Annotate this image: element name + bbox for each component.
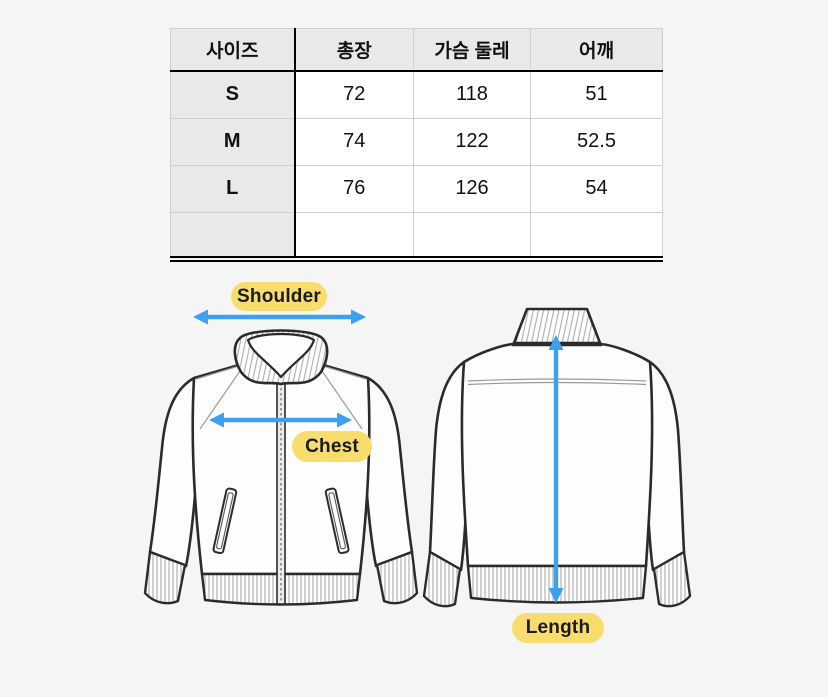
cell-size-l: L xyxy=(170,164,296,213)
jacket-diagram-svg xyxy=(143,307,692,608)
cell-l-length: 76 xyxy=(294,164,414,213)
jacket-back-drawing xyxy=(422,307,692,608)
shoulder-measure-label: Shoulder xyxy=(231,282,327,311)
cell-empty-2 xyxy=(413,211,531,260)
cell-size-s: S xyxy=(170,70,296,119)
cell-m-length: 74 xyxy=(294,117,414,166)
table-row-l: L 76 126 54 xyxy=(170,164,663,213)
cell-l-shoulder: 54 xyxy=(530,164,663,213)
cell-size-m: M xyxy=(170,117,296,166)
table-row-s: S 72 118 51 xyxy=(170,70,663,119)
front-right-pocket xyxy=(324,487,350,555)
cell-empty-3 xyxy=(530,211,663,260)
shoulder-label-text: Shoulder xyxy=(237,285,321,307)
shoulder-arrow xyxy=(193,309,366,325)
front-zipper xyxy=(276,355,286,605)
chest-label-text: Chest xyxy=(305,435,359,457)
size-table-header-row: 사이즈 총장 가슴 둘레 어깨 xyxy=(170,28,663,72)
chest-arrow xyxy=(209,412,352,428)
jacket-front-drawing xyxy=(143,329,419,606)
cell-s-shoulder: 51 xyxy=(530,70,663,119)
cell-m-chest: 122 xyxy=(413,117,531,166)
cell-empty-size xyxy=(170,211,296,260)
chest-measure-label: Chest xyxy=(292,431,372,462)
length-measure-label: Length xyxy=(512,613,604,643)
header-total-length: 총장 xyxy=(294,28,414,72)
header-shoulder: 어깨 xyxy=(530,28,663,72)
cell-l-chest: 126 xyxy=(413,164,531,213)
measurement-diagram: Shoulder Chest Length xyxy=(0,270,828,697)
header-size: 사이즈 xyxy=(170,28,296,72)
length-label-text: Length xyxy=(525,617,591,638)
table-row-m: M 74 122 52.5 xyxy=(170,117,663,166)
front-collar xyxy=(233,329,329,386)
cell-s-length: 72 xyxy=(294,70,414,119)
header-chest-circumference: 가슴 둘레 xyxy=(413,28,531,72)
cell-s-chest: 118 xyxy=(413,70,531,119)
length-arrow xyxy=(548,335,564,603)
cell-m-shoulder: 52.5 xyxy=(530,117,663,166)
cell-empty-1 xyxy=(294,211,414,260)
table-row-empty xyxy=(170,211,663,260)
front-left-pocket xyxy=(212,487,238,555)
size-table: 사이즈 총장 가슴 둘레 어깨 S 72 118 51 M 74 122 52.… xyxy=(170,28,663,262)
